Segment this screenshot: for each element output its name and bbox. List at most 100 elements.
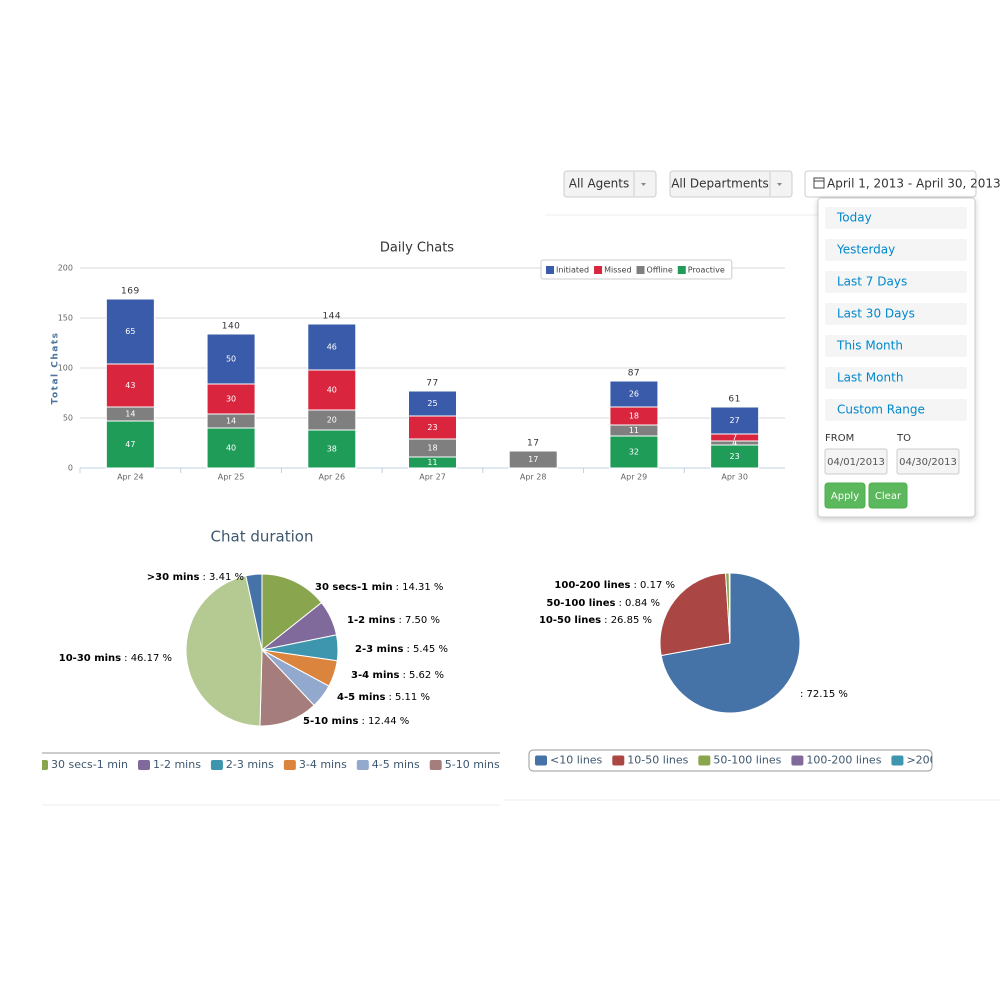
from-value[interactable]: 04/01/2013 xyxy=(827,457,885,468)
x-tick-label: Apr 26 xyxy=(319,473,346,482)
y-tick-label: 100 xyxy=(58,364,73,373)
legend-label[interactable]: 50-100 lines xyxy=(713,754,781,767)
segment-label: 43 xyxy=(125,381,135,390)
x-tick-label: Apr 30 xyxy=(721,473,748,482)
from-label: FROM xyxy=(825,433,854,444)
legend-label[interactable]: 3-4 mins xyxy=(299,758,347,771)
total-label: 77 xyxy=(426,379,438,389)
legend-label[interactable]: 100-200 lines xyxy=(806,754,881,767)
legend-marker xyxy=(210,760,223,770)
slice-label: : 72.15 % xyxy=(800,689,848,700)
slice-label-value: : 12.44 % xyxy=(361,716,409,727)
menu-item[interactable] xyxy=(825,239,967,261)
menu-item-label[interactable]: Today xyxy=(836,211,872,225)
date-range-button[interactable]: April 1, 2013 - April 30, 2013 xyxy=(804,170,1000,198)
legend-marker xyxy=(677,266,686,274)
legend-box xyxy=(528,749,933,772)
slice-label-value: : 46.17 % xyxy=(124,653,172,664)
segment-label: 23 xyxy=(427,423,437,432)
segment-label: 46 xyxy=(327,343,337,352)
slice-label-value: : 5.45 % xyxy=(406,644,448,655)
legend-marker xyxy=(612,755,625,766)
segment-label: 18 xyxy=(427,444,437,453)
menu-item-label[interactable]: Yesterday xyxy=(836,243,895,257)
bar-segment xyxy=(408,390,457,417)
segment-label: 11 xyxy=(629,426,639,435)
from-input[interactable] xyxy=(824,448,888,475)
pie-slice xyxy=(659,572,731,657)
legend-label[interactable]: >200 lines xyxy=(906,754,966,767)
legend-marker xyxy=(791,755,804,766)
slice-label: 100-200 lines : 0.17 % xyxy=(554,580,675,591)
bar-segment xyxy=(105,363,155,408)
to-value[interactable]: 04/30/2013 xyxy=(899,457,957,468)
bar-segment xyxy=(206,383,256,415)
menu-item[interactable] xyxy=(825,271,967,293)
legend: 30 secs-1 min 1-2 mins 2-3 mins 3-4 mins 4-5… xyxy=(42,758,522,771)
slice-label-value: : 5.62 % xyxy=(402,670,444,681)
bar-segment xyxy=(307,429,357,469)
legend-label[interactable]: <10 lines xyxy=(550,754,603,767)
slice-label-value: : 26.85 % xyxy=(604,615,652,626)
menu-item[interactable] xyxy=(825,207,967,229)
y-tick-label: 150 xyxy=(58,314,73,323)
chart-title: Daily Chats xyxy=(380,241,454,256)
agents-label[interactable]: All Agents xyxy=(569,177,629,191)
menu-item[interactable] xyxy=(825,399,967,421)
legend-label[interactable]: 4-5 mins xyxy=(372,758,420,771)
slice-label-name: 50-100 lines xyxy=(546,598,615,609)
legend-label[interactable]: 10-50 lines xyxy=(627,754,688,767)
chart-title: Chat duration xyxy=(211,528,314,546)
date-range-label[interactable]: April 1, 2013 - April 30, 2013 xyxy=(827,177,1000,191)
legend-label[interactable]: 2-3 mins xyxy=(226,758,274,771)
x-tick-label: Apr 28 xyxy=(520,473,547,482)
menu-item-label[interactable]: Last Month xyxy=(837,371,903,385)
legend-label: Initiated xyxy=(556,266,589,275)
departments-select[interactable]: All Departments xyxy=(669,170,793,198)
agents-select[interactable]: All Agents xyxy=(563,170,657,198)
segment-label: 38 xyxy=(327,445,337,454)
pie-slice xyxy=(259,648,315,727)
menu-item-label[interactable]: Last 7 Days xyxy=(837,275,907,289)
segment-label: 30 xyxy=(226,395,236,404)
segment-label: 27 xyxy=(730,416,740,425)
slice-label: 2-3 mins: 5.45 % xyxy=(355,644,448,655)
pie-slice xyxy=(261,573,323,652)
slice-label-name: >30 mins xyxy=(147,572,200,583)
menu-item-label[interactable]: This Month xyxy=(836,339,903,353)
total-label: 87 xyxy=(628,369,640,379)
slice-label: 1-2 mins: 7.50 % xyxy=(347,615,440,626)
legend-box xyxy=(540,259,733,280)
legend-label[interactable]: 30 secs-1 min xyxy=(51,758,128,771)
segment-label: 11 xyxy=(427,458,437,467)
segment-label: 32 xyxy=(629,448,639,457)
to-input[interactable] xyxy=(896,448,960,475)
menu-item-label[interactable]: Custom Range xyxy=(837,403,925,417)
slice-label-value: : 3.41 % xyxy=(203,572,245,583)
bar-segment xyxy=(609,380,659,408)
menu-item-label[interactable]: Last 30 Days xyxy=(837,307,915,321)
legend-marker xyxy=(546,266,554,274)
legend: <10 lines 10-50 lines 50-100 lines 100-200 … xyxy=(535,754,966,767)
legend-label[interactable]: 5-10 mins xyxy=(445,758,500,771)
legend-marker xyxy=(510,760,522,770)
bar-segment xyxy=(307,369,357,411)
y-tick-label: 50 xyxy=(63,414,73,423)
menu-item[interactable] xyxy=(825,367,967,389)
menu-item[interactable] xyxy=(825,335,967,357)
clear-button[interactable] xyxy=(868,482,908,509)
legend-marker xyxy=(137,760,150,770)
clear-label[interactable]: Clear xyxy=(875,491,902,502)
legend-label[interactable]: 1-2 mins xyxy=(153,758,201,771)
menu-item[interactable] xyxy=(825,303,967,325)
apply-label[interactable]: Apply xyxy=(831,491,859,502)
departments-label[interactable]: All Departments xyxy=(671,177,769,191)
slice-label-name: 100-200 lines xyxy=(554,580,630,591)
calendar-icon xyxy=(813,177,825,189)
slice-label-value: : 0.17 % xyxy=(634,580,676,591)
legend-label: Missed xyxy=(604,266,631,275)
bar-segment xyxy=(105,420,155,469)
segment-label: 20 xyxy=(327,416,337,425)
slice-label: 50-100 lines: 0.84 % xyxy=(546,598,660,609)
apply-button[interactable] xyxy=(824,482,866,509)
